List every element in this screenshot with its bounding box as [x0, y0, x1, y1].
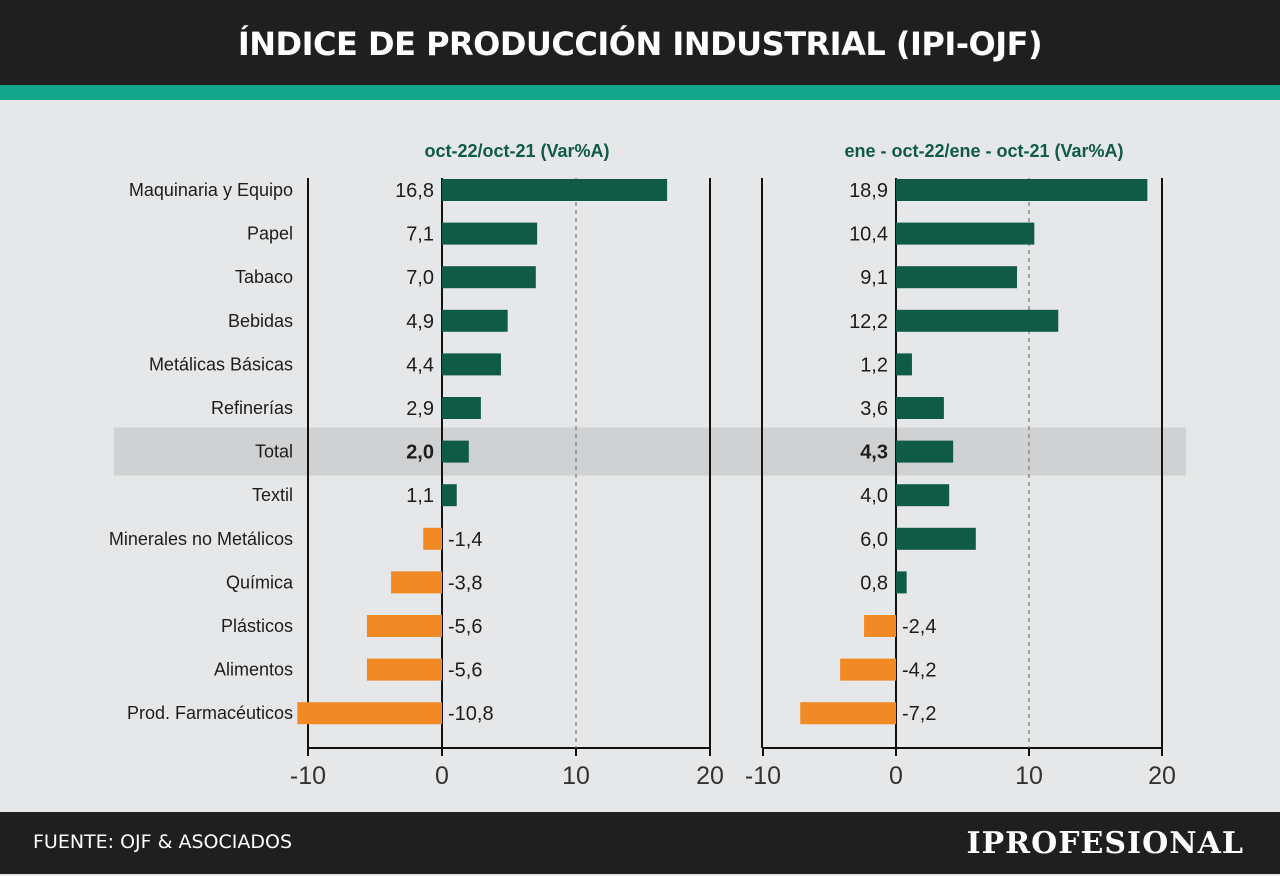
highlight-band-total [114, 427, 1186, 476]
bar [896, 266, 1018, 289]
panel-title: oct-22/oct-21 (Var%A) [424, 141, 609, 161]
bar [896, 440, 954, 463]
bar [423, 527, 442, 550]
bar [896, 527, 976, 550]
page-title: ÍNDICE DE PRODUCCIÓN INDUSTRIAL (IPI-OJF… [237, 25, 1043, 63]
bar [896, 397, 944, 419]
bar [442, 440, 469, 463]
value-label: 2,0 [406, 442, 434, 464]
value-label: 6,0 [860, 529, 888, 551]
x-tick-label: 10 [562, 762, 590, 790]
bar [896, 571, 907, 594]
source-note: FUENTE: OJF & ASOCIADOS [33, 831, 293, 853]
bar [800, 702, 896, 725]
x-tick-label: 10 [1015, 762, 1043, 790]
category-label: Química [226, 572, 294, 592]
bar [896, 353, 912, 376]
value-label: 7,1 [406, 224, 434, 246]
value-label: -7,2 [902, 703, 936, 725]
bar [442, 266, 536, 289]
value-label: 1,2 [860, 354, 888, 376]
bar [442, 484, 457, 507]
value-label: 10,4 [849, 224, 888, 246]
category-label: Alimentos [214, 660, 293, 680]
value-label: 4,9 [406, 311, 434, 333]
x-tick-label: 20 [696, 762, 724, 790]
category-label: Total [255, 442, 293, 462]
category-label: Plásticos [221, 616, 293, 636]
value-label: -10,8 [448, 703, 494, 725]
bar [896, 484, 950, 507]
bar [442, 222, 538, 245]
value-label: -1,4 [448, 529, 482, 551]
category-label: Textil [252, 485, 293, 505]
bar-chart: Maquinaria y Equipo Papel Tabaco Bebidas Met… [109, 141, 1186, 790]
value-label: 12,2 [849, 311, 888, 333]
value-label: 2,9 [406, 398, 434, 420]
panel-title: ene - oct-22/ene - oct-21 (Var%A) [844, 141, 1123, 161]
value-label: 16,8 [395, 180, 434, 202]
value-label: 9,1 [860, 267, 888, 289]
x-tick-label: 0 [435, 762, 449, 790]
value-label: 18,9 [849, 180, 888, 202]
x-tick-label: -10 [745, 762, 781, 790]
bar [442, 397, 481, 419]
bar [896, 179, 1148, 201]
footer-bar [0, 812, 1280, 874]
brand-logo: IPROFESIONAL [966, 826, 1244, 861]
x-tick-label: 0 [889, 762, 903, 790]
bar [442, 353, 501, 376]
value-label: 4,4 [406, 354, 434, 376]
value-label: 4,0 [860, 485, 888, 507]
x-tick-label: 20 [1148, 762, 1176, 790]
bar [391, 571, 442, 594]
bar [442, 309, 508, 332]
category-label: Tabaco [235, 267, 293, 287]
value-label: 7,0 [406, 267, 434, 289]
category-label: Prod. Farmacéuticos [127, 703, 293, 723]
value-label: 4,3 [860, 442, 888, 464]
bar [864, 615, 896, 637]
category-label: Papel [247, 224, 293, 244]
bar [442, 179, 668, 201]
x-tick-label: -10 [290, 762, 326, 790]
value-label: 3,6 [860, 398, 888, 420]
value-label: -5,6 [448, 660, 482, 682]
header-bar [0, 0, 1280, 85]
category-label: Maquinaria y Equipo [129, 180, 293, 200]
value-label: -3,8 [448, 572, 482, 594]
bar [297, 702, 442, 725]
value-label: 0,8 [860, 572, 888, 594]
bar [366, 615, 442, 637]
category-label: Metálicas Básicas [149, 354, 293, 374]
value-label: 1,1 [406, 485, 434, 507]
value-label: -5,6 [448, 616, 482, 638]
category-label: Refinerías [211, 398, 293, 418]
bar [366, 658, 442, 681]
value-label: -2,4 [902, 616, 936, 638]
value-label: -4,2 [902, 660, 936, 682]
category-label: Bebidas [228, 311, 293, 331]
category-label: Minerales no Metálicos [109, 529, 293, 549]
bar [840, 658, 896, 681]
bar [896, 309, 1059, 332]
accent-stripe [0, 85, 1280, 100]
bar [896, 222, 1035, 245]
